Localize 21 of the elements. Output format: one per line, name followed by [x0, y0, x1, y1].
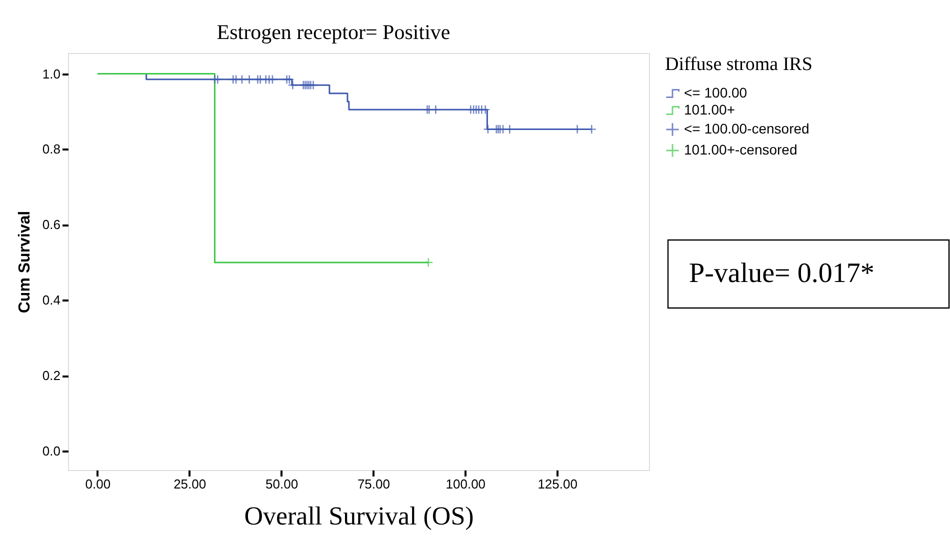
- legend-title: Diffuse stroma IRS: [665, 54, 812, 75]
- y-tick-label: 0.2: [42, 368, 60, 384]
- x-tick-label: 50.00: [266, 476, 298, 492]
- x-tick-label: 125.00: [538, 476, 578, 492]
- y-axis-title: Cum Survival: [16, 210, 34, 314]
- y-tick-label: 1.0: [42, 66, 60, 82]
- legend-label: <= 100.00: [684, 84, 748, 100]
- x-tick-label: 25.00: [174, 476, 206, 492]
- y-tick-label: 0.0: [42, 444, 60, 459]
- y-tick-label: 0.8: [42, 142, 60, 157]
- x-axis-title: Overall Survival (OS): [244, 502, 474, 530]
- legend-label: 101.00+-censored: [684, 142, 798, 158]
- legend-label: 101.00+: [684, 102, 735, 118]
- chart-title: Estrogen receptor= Positive: [216, 20, 450, 44]
- x-tick-label: 0.00: [85, 476, 111, 492]
- x-tick-label: 75.00: [357, 476, 390, 492]
- legend-label: <= 100.00-censored: [684, 120, 810, 136]
- y-tick-label: 0.4: [42, 292, 60, 308]
- text: P-value= 0.017*: [689, 258, 874, 289]
- y-tick-label: 0.6: [42, 217, 60, 232]
- x-tick-label: 100.00: [446, 476, 486, 492]
